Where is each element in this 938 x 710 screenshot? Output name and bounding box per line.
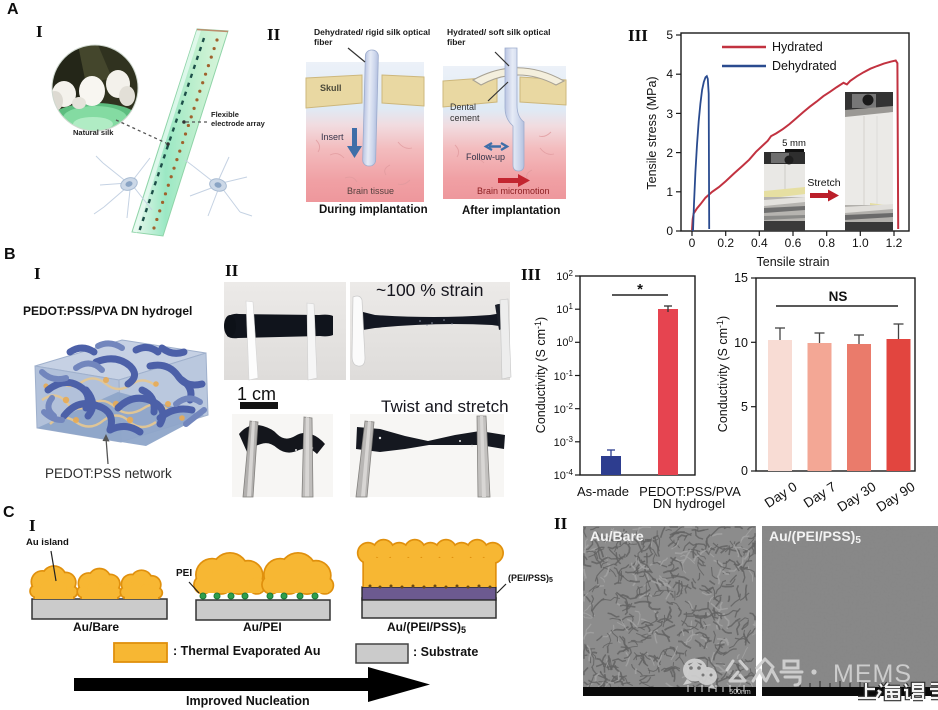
svg-text:0.2: 0.2 [717,236,734,250]
svg-text:5 mm: 5 mm [782,138,806,149]
svg-text:0: 0 [689,236,696,250]
svg-text:10: 10 [734,336,748,350]
svg-text:Dehydrated: Dehydrated [772,59,837,73]
svg-text:0: 0 [741,464,748,478]
svg-text:0.8: 0.8 [818,236,835,250]
svg-text:Conductivity (S cm-1): Conductivity (S cm-1) [715,316,730,432]
svg-text:0.4: 0.4 [751,236,768,250]
svg-text:As-made: As-made [577,484,629,499]
svg-text:2: 2 [666,146,673,160]
svg-text:Tensile strain: Tensile strain [757,255,830,269]
svg-text:1.0: 1.0 [852,236,869,250]
svg-text:*: * [637,281,643,298]
svg-text:Tensile stress (MPa): Tensile stress (MPa) [645,76,659,189]
svg-text:Conductivity (S cm-1): Conductivity (S cm-1) [533,317,548,433]
svg-text:Hydrated: Hydrated [772,40,823,54]
svg-text:1.2: 1.2 [886,236,903,250]
svg-text:PEDOT:PSS/PVA: PEDOT:PSS/PVA [639,484,741,499]
svg-text:5: 5 [741,400,748,414]
svg-text:Stretch: Stretch [807,177,840,189]
svg-text:500nm: 500nm [729,689,751,696]
svg-text:NS: NS [829,289,848,304]
svg-text:4: 4 [666,67,673,81]
svg-text:0.6: 0.6 [785,236,802,250]
svg-text:MEMS: MEMS [833,660,912,688]
svg-text:DN hydrogel: DN hydrogel [653,496,725,511]
svg-text:3: 3 [666,107,673,121]
svg-text:1: 1 [666,185,673,199]
svg-text:5: 5 [666,28,673,42]
svg-text:15: 15 [734,271,748,285]
svg-text:0: 0 [666,224,673,238]
